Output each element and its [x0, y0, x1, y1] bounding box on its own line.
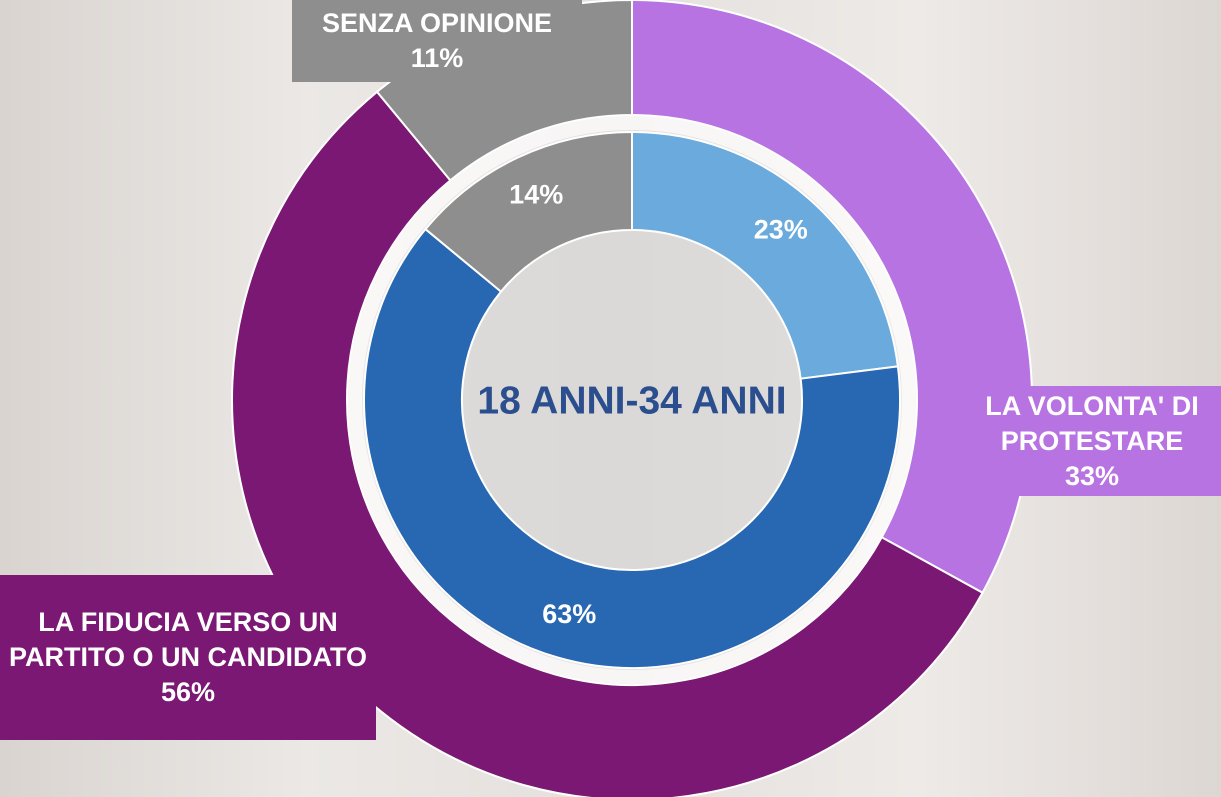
category-name: LA FIDUCIA VERSO UN PARTITO O UN CANDIDA…	[8, 607, 367, 672]
value-label: 33%	[1064, 460, 1120, 491]
center-hole	[462, 230, 802, 570]
value-label: 23%	[754, 214, 808, 244]
donut-slice	[363, 227, 901, 669]
donut-slice	[231, 90, 984, 797]
slice-label: SENZA OPINIONE 11%	[292, 0, 582, 82]
value-label: 14%	[509, 180, 563, 210]
donut-slice	[631, 0, 1033, 595]
center-label: 18 ANNI-34 ANNI	[477, 379, 786, 422]
value-label: 56%	[160, 677, 216, 707]
donut-slice	[424, 130, 633, 294]
donut-slice	[631, 130, 900, 380]
value-label: 63%	[542, 599, 596, 629]
category-name: SENZA OPINIONE	[321, 8, 553, 38]
slice-label: LA FIDUCIA VERSO UN PARTITO O UN CANDIDA…	[0, 575, 376, 740]
slice-label: LA VOLONTA' DI PROTESTARE 33%	[958, 386, 1221, 496]
ring-gap	[348, 116, 916, 684]
value-label: 11%	[410, 43, 464, 73]
category-name: LA VOLONTA' DI PROTESTARE	[985, 390, 1199, 456]
